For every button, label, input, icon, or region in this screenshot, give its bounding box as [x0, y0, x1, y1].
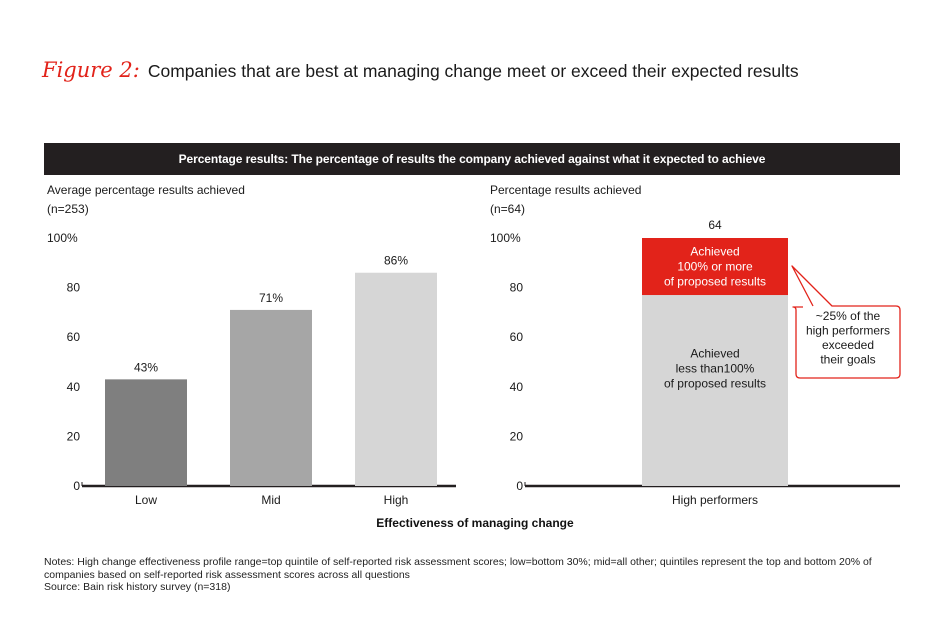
right-bar-segment-above-target [642, 238, 788, 296]
right-bar-segment-below-target [642, 295, 788, 486]
left-bar-high [355, 272, 437, 486]
chart-banner: Percentage results: The percentage of re… [44, 143, 900, 175]
right-y-tick-label: 0 [516, 479, 523, 493]
figure-label: Figure 2: [42, 58, 140, 82]
left-y-tick-label: 0 [73, 479, 80, 493]
callout-text: their goals [820, 353, 875, 367]
source-text: Source: Bain risk history survey (n=318) [44, 581, 231, 593]
left-bar-data-label: 86% [384, 254, 408, 268]
right-chart-subtitle: (n=64) [490, 202, 525, 216]
right-segment-label: of proposed results [664, 377, 766, 391]
notes: Notes: High change effectiveness profile… [44, 556, 914, 594]
figure-title-text: Companies that are best at managing chan… [147, 61, 799, 81]
x-axis-title: Effectiveness of managing change [376, 516, 574, 530]
left-x-tick-label: Mid [261, 493, 280, 507]
right-y-tick-label: 40 [510, 380, 524, 394]
right-bar-total-label: 64 [708, 218, 722, 232]
left-x-tick-label: High [384, 493, 409, 507]
notes-text: Notes: High change effectiveness profile… [44, 556, 872, 581]
right-segment-label: 100% or more [677, 260, 753, 274]
left-y-tick-label: 100% [47, 231, 78, 245]
callout-text: ~25% of the [816, 309, 881, 323]
left-y-tick-label: 40 [67, 380, 81, 394]
right-segment-label: less than100% [676, 362, 755, 376]
left-x-tick-label: Low [135, 493, 157, 507]
left-bar-low [105, 379, 187, 486]
right-y-tick-label: 100% [490, 231, 521, 245]
left-y-tick-label: 60 [67, 330, 81, 344]
right-y-tick-label: 60 [510, 330, 524, 344]
left-bar-data-label: 71% [259, 291, 283, 305]
right-chart-title: Percentage results achieved [490, 183, 641, 197]
left-chart-subtitle: (n=253) [47, 202, 89, 216]
left-y-tick-label: 80 [67, 281, 81, 295]
figure-title: Figure 2: Companies that are best at mana… [42, 58, 799, 82]
right-segment-label: Achieved [690, 245, 739, 259]
callout-text: high performers [806, 324, 890, 338]
callout-text: exceeded [822, 338, 874, 352]
callout-box [791, 265, 901, 379]
left-chart-title: Average percentage results achieved [47, 183, 245, 197]
left-bar-mid [230, 309, 312, 486]
right-y-tick-label: 20 [510, 429, 524, 443]
right-y-tick-label: 80 [510, 281, 524, 295]
right-segment-label: Achieved [690, 347, 739, 361]
left-bar-data-label: 43% [134, 360, 158, 374]
right-x-tick-label: High performers [672, 493, 758, 507]
right-segment-label: of proposed results [664, 275, 766, 289]
left-y-tick-label: 20 [67, 429, 81, 443]
